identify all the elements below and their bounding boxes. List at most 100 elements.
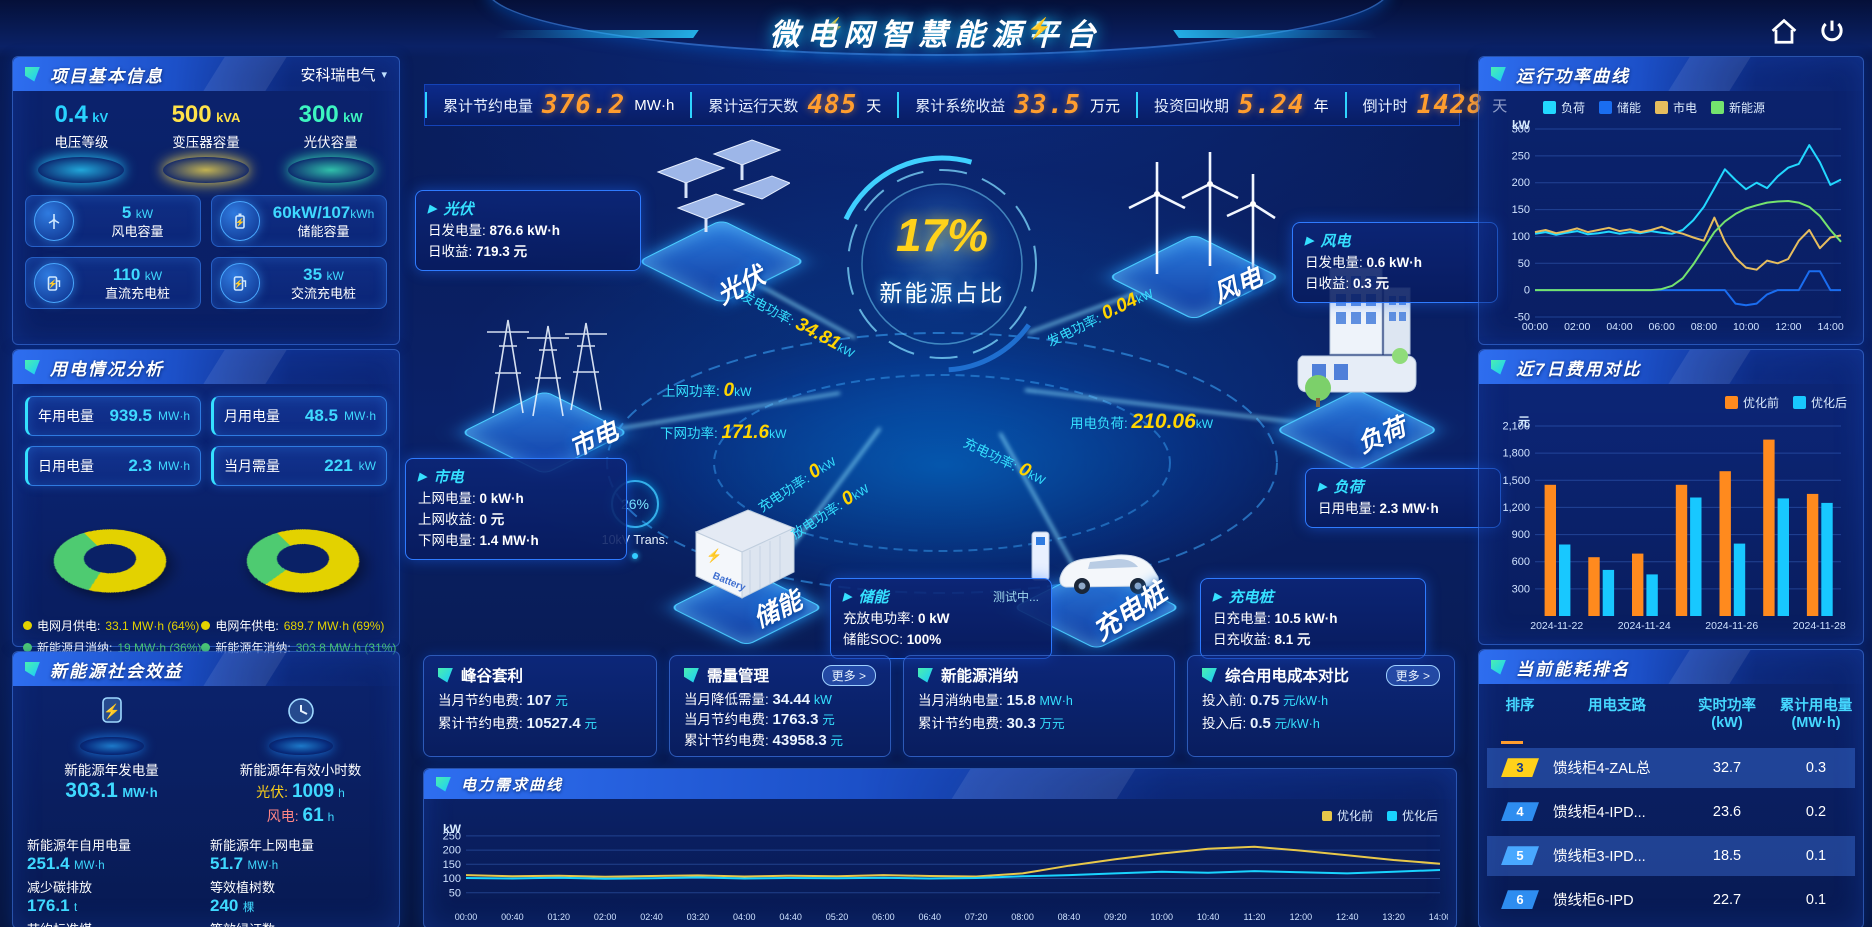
- home-icon[interactable]: [1768, 16, 1800, 48]
- panel-corner-icon: [1491, 659, 1506, 675]
- wind-turbine-icon: [34, 201, 74, 241]
- capacity-storage: ⚡ 60kW/107kWh 储能容量: [211, 195, 387, 247]
- svg-text:06:00: 06:00: [1649, 321, 1675, 333]
- arrow-icon: ▶: [418, 471, 427, 484]
- svg-text:04:00: 04:00: [1606, 321, 1632, 333]
- flow-from-grid: 下网功率: 171.6kW: [660, 422, 787, 443]
- panel-corner-icon: [25, 66, 40, 82]
- svg-text:12:00: 12:00: [1775, 321, 1801, 333]
- panel-corner-icon: [1491, 359, 1506, 375]
- ac-charger-icon: ⚡: [220, 263, 260, 303]
- svg-text:02:00: 02:00: [1564, 321, 1590, 333]
- svg-text:12:00: 12:00: [1290, 912, 1313, 922]
- svg-text:08:40: 08:40: [1058, 912, 1081, 922]
- svg-text:⚡: ⚡: [48, 279, 58, 289]
- capacity-voltage: 0.4 kV 电压等级: [26, 101, 136, 183]
- panel-project-info: 项目基本信息 安科瑞电气 ▾ 0.4 kV 电压等级 500 kVA 变压器容量…: [12, 56, 400, 345]
- svg-text:元: 元: [1518, 416, 1530, 429]
- kpi-saved-energy: 累计节约电量 376.2 MW·h: [425, 90, 690, 120]
- capacity-wind: 5 kW 风电容量: [25, 195, 201, 247]
- legend-after-optimization[interactable]: 优化后: [1792, 394, 1847, 411]
- panel-usage-analysis: 用电情况分析 年用电量 939.5 MW·h 月用电量 48.5 MW·h 日用电量 2.…: [12, 349, 400, 655]
- svg-text:00:00: 00:00: [1522, 321, 1548, 333]
- legend-before-optimization[interactable]: 优化前: [1321, 807, 1373, 824]
- legend-storage[interactable]: 储能: [1599, 99, 1641, 116]
- table-row[interactable]: 6 馈线柜6-IPD 22.7 0.1: [1487, 880, 1855, 920]
- stat-month-demand: 当月需量 221 kW: [211, 446, 387, 486]
- kpi-payback-period: 投资回收期 5.24 年: [1135, 90, 1345, 120]
- svg-text:00:00: 00:00: [455, 912, 478, 922]
- svg-text:14:00: 14:00: [1817, 321, 1843, 333]
- capacity-dc-charger: ⚡ 110 kW 直流充电桩: [25, 257, 201, 309]
- icon-pedestal: [79, 737, 144, 755]
- legend-grid-year: 电网年供电: 689.7 MW·h (69%): [201, 617, 396, 634]
- legend-load[interactable]: 负荷: [1543, 99, 1585, 116]
- panel-title: 当前能耗排名: [1516, 659, 1630, 679]
- benefit-effective-hours: 新能源年有效小时数 光伏: 1009 h 风电: 61 h: [213, 696, 388, 827]
- pv-hours: 光伏: 1009 h: [256, 781, 345, 802]
- cost-legend: 优化前 优化后: [1724, 394, 1847, 411]
- legend-renewable[interactable]: 新能源: [1711, 99, 1765, 116]
- storage-status-badge: 测试中...: [992, 590, 1039, 605]
- table-row[interactable]: 5 馈线柜3-IPD... 18.5 0.1: [1487, 835, 1855, 876]
- storage-info-card: ▶ 储能 测试中... 充放电功率: 0 kW 储能SOC: 100%: [830, 578, 1052, 660]
- svg-text:0: 0: [1524, 285, 1530, 297]
- table-row[interactable]: 3 馈线柜4-ZAL总 32.7 0.3: [1487, 747, 1855, 788]
- svg-text:-50: -50: [1514, 312, 1530, 324]
- svg-text:kW: kW: [1512, 119, 1531, 132]
- grid-info-card: ▶ 市电 上网电量: 0 kW·h 上网收益: 0 元 下网电量: 1.4 MW·…: [405, 458, 627, 561]
- company-select[interactable]: 安科瑞电气 ▾: [300, 66, 387, 84]
- kpi-total-income: 累计系统收益 33.5 万元: [897, 90, 1136, 120]
- panel-energy-ranking: 当前能耗排名 排序 用电支路 实时功率 (kW) 累计用电量 (MW·h) 3 馈线…: [1478, 649, 1864, 927]
- card-peak-valley-arbitrage: 峰谷套利 当月节约电费: 107 元 累计节约电费: 10527.4 元: [423, 655, 657, 757]
- glow-disc: [38, 157, 125, 183]
- ev-car-art: [1031, 531, 1159, 594]
- icon-pedestal: [268, 737, 333, 755]
- svg-text:50: 50: [1518, 258, 1530, 270]
- legend-after-optimization[interactable]: 优化后: [1386, 807, 1438, 824]
- power-curve-chart: -50 0 50 100 150 200 250 300 00:00 02:00 04:00 06:0…: [1493, 118, 1849, 333]
- chevron-down-icon: ▾: [381, 68, 387, 81]
- svg-text:100: 100: [1512, 231, 1530, 243]
- stat-co2-reduction: 减少碳排放 176.1 t: [27, 880, 93, 915]
- kpi-running-days: 累计运行天数 485 天: [690, 90, 897, 120]
- panel-header-project: 项目基本信息 安科瑞电气 ▾: [13, 57, 399, 91]
- svg-text:⚡: ⚡: [103, 703, 120, 720]
- card-corner-icon: [684, 667, 699, 683]
- legend-before-optimization[interactable]: 优化前: [1724, 394, 1779, 411]
- load-info-card: ▶ 负荷 日用电量: 2.3 MW·h: [1305, 468, 1501, 529]
- donut-charts: [13, 492, 399, 615]
- legend-grid[interactable]: 市电: [1655, 99, 1697, 116]
- year-donut-chart: [228, 500, 382, 615]
- pv-info-card: ▶ 光伏 日发电量: 876.6 kW·h 日收益: 719.3 元: [415, 190, 641, 272]
- panel-title: 用电情况分析: [50, 359, 164, 379]
- clock-icon: [287, 698, 314, 724]
- svg-text:50: 50: [449, 887, 461, 899]
- title-wing-left: [493, 30, 699, 38]
- svg-text:900: 900: [1512, 529, 1530, 541]
- svg-text:⚡: ⚡: [235, 217, 245, 227]
- demand-legend: 优化前 优化后: [1321, 807, 1438, 824]
- svg-text:⚡: ⚡: [706, 548, 722, 564]
- table-row[interactable]: 4 馈线柜4-IPD... 23.6 0.2: [1487, 792, 1855, 832]
- header-bar: ⚡ 微电网智慧能源平台 ⚡: [0, 0, 1872, 58]
- glow-disc: [287, 157, 374, 183]
- power-icon[interactable]: [1816, 16, 1848, 48]
- svg-text:250: 250: [443, 830, 461, 842]
- card-renewable-consumption: 新能源消纳 当月消纳电量: 15.8 MW·h 累计节约电费: 30.3 万元: [903, 655, 1175, 757]
- rank-badge: 5: [1501, 846, 1539, 866]
- svg-text:04:00: 04:00: [733, 912, 756, 922]
- title-wing-right: [1173, 30, 1379, 38]
- svg-text:10:00: 10:00: [1733, 321, 1759, 333]
- rank-badge: 4: [1501, 802, 1539, 822]
- panel-cost-compare: 近7日费用对比 优化前 优化后 300 600 900 1,200 1,500 1,800…: [1478, 349, 1864, 645]
- more-button[interactable]: 更多 >: [1385, 664, 1440, 686]
- svg-text:200: 200: [1512, 177, 1530, 189]
- svg-text:1,800: 1,800: [1502, 448, 1530, 460]
- energy-generation-icon: ⚡: [101, 697, 122, 723]
- more-button[interactable]: 更多 >: [821, 664, 876, 686]
- panel-corner-icon: [25, 359, 40, 375]
- ranking-scroll-indicator: [1501, 740, 1523, 744]
- wind-info-card: ▶ 风电 日发电量: 0.6 kW·h 日收益: 0.3 元: [1292, 222, 1498, 304]
- arrow-icon: ▶: [1318, 481, 1327, 494]
